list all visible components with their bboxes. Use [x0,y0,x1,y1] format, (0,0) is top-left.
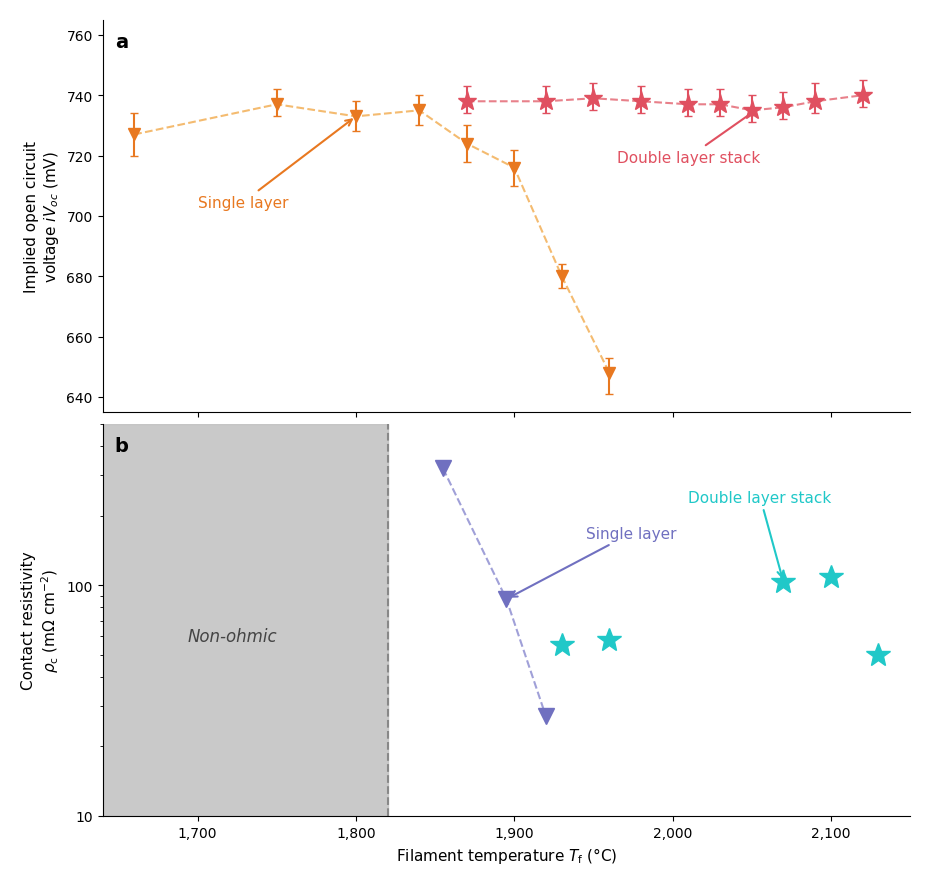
Text: Non-ohmic: Non-ohmic [187,627,277,646]
Text: Double layer stack: Double layer stack [617,111,761,166]
Bar [102,424,387,816]
Text: Single layer: Single layer [197,120,352,211]
Text: Double layer stack: Double layer stack [688,490,831,578]
Text: a: a [115,33,128,51]
Y-axis label: Contact resistivity
$\rho_\mathrm{c}$ (m$\Omega$ cm$^{-2}$): Contact resistivity $\rho_\mathrm{c}$ (m… [20,551,61,689]
Y-axis label: Implied open circuit
voltage $iV_{oc}$ (mV): Implied open circuit voltage $iV_{oc}$ (… [24,141,61,292]
Text: Single layer: Single layer [511,526,676,597]
Text: b: b [115,436,128,455]
X-axis label: Filament temperature $T_\mathrm{f}$ (°C): Filament temperature $T_\mathrm{f}$ (°C) [396,845,617,866]
